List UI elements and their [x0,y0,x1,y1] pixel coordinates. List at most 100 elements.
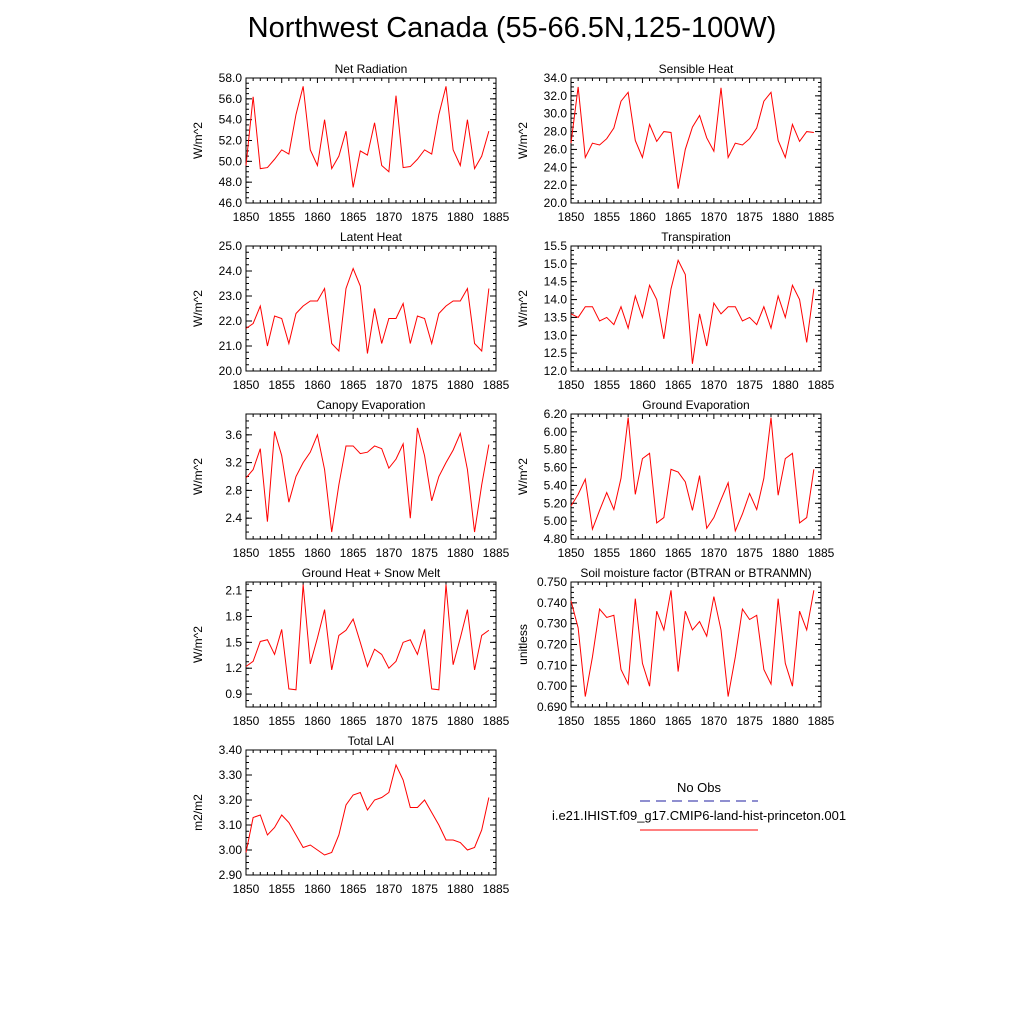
y-tick-label: 26.0 [544,142,568,156]
y-tick-label: 0.720 [537,638,567,652]
x-tick-label: 1885 [483,714,510,728]
y-tick-label: 3.30 [219,768,243,782]
panel-7: Soil moisture factor (BTRAN or BTRANMN) u… [516,566,835,728]
y-tick-label: 50.0 [219,154,243,168]
x-tick-label: 1885 [808,714,835,728]
y-tick-label: 58.0 [219,71,243,85]
plot-frame [245,581,497,708]
y-tick-label: 5.20 [544,496,568,510]
x-tick-label: 1865 [665,714,692,728]
y-tick-label: 22.0 [544,178,568,192]
x-tick-label: 1855 [593,378,620,392]
plot-frame [245,749,497,876]
x-tick-label: 1865 [665,378,692,392]
x-tick-label: 1880 [772,714,799,728]
y-tick-label: 56.0 [219,92,243,106]
x-tick-label: 1860 [304,714,331,728]
y-axis-label: W/m^2 [191,122,205,159]
series-line [245,267,490,354]
x-tick-label: 1850 [233,882,260,896]
panel-title: Ground Heat + Snow Melt [302,566,441,580]
series-line [570,86,814,189]
x-tick-label: 1880 [447,546,474,560]
x-tick-label: 1870 [376,882,403,896]
y-tick-label: 0.9 [225,687,242,701]
panel-5: Ground Evaporation W/m^2 1850 1855 1860 1865 1… [516,398,835,560]
y-tick-label: 24.0 [219,264,243,278]
plot-frame [570,413,822,540]
x-tick-label: 1870 [701,378,728,392]
y-tick-label: 5.00 [544,514,568,528]
y-tick-label: 0.690 [537,700,567,714]
series-line [245,584,490,691]
x-tick-label: 1870 [701,714,728,728]
plot-frame [570,245,822,372]
x-tick-label: 1880 [772,546,799,560]
panel-title: Latent Heat [340,230,403,244]
y-tick-label: 3.10 [219,818,243,832]
y-tick-label: 0.740 [537,596,567,610]
y-tick-label: 34.0 [544,71,568,85]
y-tick-label: 52.0 [219,134,243,148]
x-tick-label: 1860 [629,210,656,224]
x-tick-label: 1865 [340,546,367,560]
panel-1: Sensible Heat W/m^2 1850 1855 1860 1865 1870 18… [516,62,835,224]
x-tick-label: 1855 [268,714,295,728]
y-tick-label: 15.0 [544,257,568,271]
x-tick-label: 1850 [233,546,260,560]
legend-obs-label: No Obs [677,780,722,795]
x-tick-label: 1880 [447,210,474,224]
series-line [570,258,815,364]
x-tick-label: 1880 [772,378,799,392]
x-tick-label: 1850 [558,714,585,728]
y-tick-label: 14.0 [544,293,568,307]
y-tick-label: 5.40 [544,478,568,492]
x-tick-label: 1855 [593,210,620,224]
x-tick-label: 1855 [593,714,620,728]
y-tick-label: 14.5 [544,275,568,289]
x-tick-label: 1865 [665,546,692,560]
series-line [245,427,490,533]
x-tick-label: 1875 [411,210,438,224]
x-tick-label: 1860 [304,546,331,560]
series-line [570,590,815,697]
y-tick-label: 6.00 [544,425,568,439]
series-line [245,763,490,856]
y-tick-label: 4.80 [544,532,568,546]
y-tick-label: 3.2 [225,456,242,470]
y-tick-label: 15.5 [544,239,568,253]
x-tick-label: 1875 [736,210,763,224]
plot-frame [570,77,822,204]
figure-title: Northwest Canada (55-66.5N,125-100W) [247,12,777,44]
x-tick-label: 1850 [558,546,585,560]
y-tick-label: 0.710 [537,658,567,672]
y-tick-label: 5.60 [544,461,568,475]
x-tick-label: 1850 [558,210,585,224]
x-tick-label: 1875 [411,378,438,392]
y-tick-label: 20.0 [219,364,243,378]
x-tick-label: 1850 [233,210,260,224]
x-tick-label: 1870 [701,546,728,560]
y-axis-label: W/m^2 [516,458,530,495]
x-tick-label: 1885 [483,210,510,224]
panel-title: Ground Evaporation [642,398,749,412]
y-tick-label: 20.0 [544,196,568,210]
panel-3: Transpiration W/m^2 1850 1855 1860 1865 1870 18… [516,230,835,392]
panel-4: Canopy Evaporation W/m^2 1850 1855 1860 1865 1… [191,398,510,560]
x-tick-label: 1855 [593,546,620,560]
y-axis-label: unitless [516,624,530,665]
x-tick-label: 1855 [268,546,295,560]
y-tick-label: 54.0 [219,113,243,127]
panel-6: Ground Heat + Snow Melt W/m^2 1850 1855 1860… [191,566,510,728]
x-tick-label: 1850 [558,378,585,392]
x-tick-label: 1860 [304,210,331,224]
x-tick-label: 1870 [376,714,403,728]
x-tick-label: 1850 [233,378,260,392]
x-tick-label: 1885 [483,882,510,896]
x-tick-label: 1865 [340,210,367,224]
y-tick-label: 24.0 [544,160,568,174]
x-tick-label: 1860 [629,714,656,728]
y-axis-label: W/m^2 [191,626,205,663]
x-tick-label: 1860 [304,378,331,392]
